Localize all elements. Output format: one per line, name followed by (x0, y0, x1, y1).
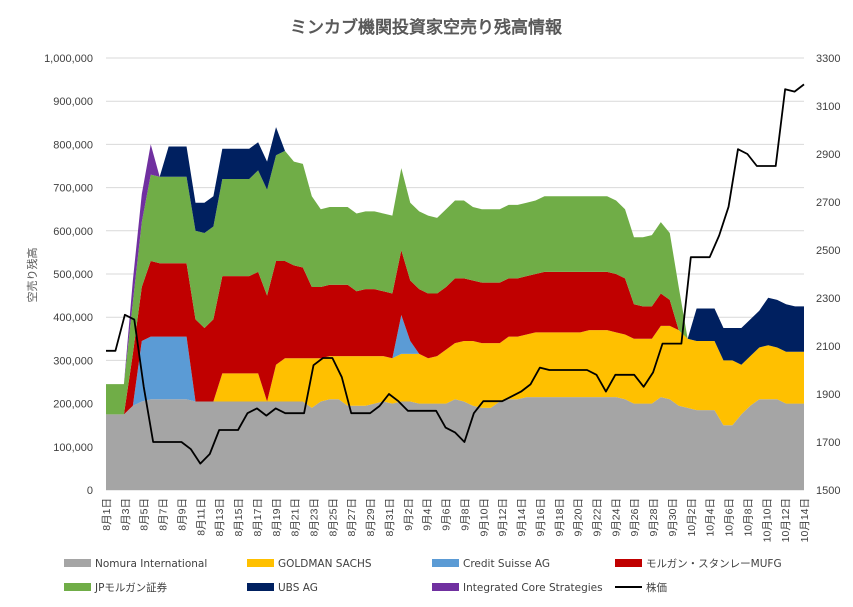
area-series-5 (106, 127, 804, 385)
x-tick-label: 10月12日 (780, 498, 792, 542)
x-tick-label: 10月8日 (742, 498, 754, 537)
legend-item: JPモルガン証券 (64, 581, 168, 594)
legend-swatch (64, 583, 91, 591)
legend-swatch (247, 583, 274, 591)
x-tick-label: 9月8日 (459, 498, 471, 531)
y-tick-label: 700,000 (53, 183, 93, 195)
legend-item: 株価 (615, 581, 667, 594)
legend-swatch (432, 583, 459, 591)
legend-label: JPモルガン証券 (94, 581, 168, 594)
legend-label: モルガン・スタンレーMUFG (646, 558, 782, 570)
x-tick-label: 10月10日 (761, 498, 773, 542)
y-tick-label: 400,000 (53, 312, 93, 324)
y2-tick-label: 1700 (816, 437, 840, 449)
y2-tick-label: 2500 (816, 245, 840, 257)
legend-item: UBS AG (247, 582, 318, 594)
x-tick-label: 9月20日 (573, 498, 585, 537)
y2-tick-label: 3100 (816, 101, 840, 113)
x-tick-label: 8月1日 (101, 498, 113, 531)
y-tick-label: 600,000 (53, 226, 93, 238)
x-tick-label: 8月9日 (176, 498, 188, 531)
x-tick-label: 9月24日 (610, 498, 622, 537)
x-tick-label: 8月17日 (252, 498, 264, 537)
y2-tick-label: 2900 (816, 149, 840, 161)
area-series-0 (106, 397, 804, 490)
legend-label: Integrated Core Strategies (463, 582, 603, 594)
y-tick-label: 300,000 (53, 355, 93, 367)
x-tick-label: 9月16日 (535, 498, 547, 537)
legend-label: UBS AG (278, 582, 318, 594)
y-axis-ticks: 0 100,000 200,000 300,000 400,000 500,000 600,… (44, 53, 93, 497)
x-tick-label: 8月27日 (346, 498, 358, 537)
x-tick-label: 9月14日 (516, 498, 528, 537)
x-tick-label: 9月10日 (478, 498, 490, 537)
x-tick-label: 9月28日 (648, 498, 660, 537)
y2-axis-ticks: 1500 1700 1900 2100 2300 2500 2700 2900 3100 3300 (816, 53, 840, 497)
y2-tick-label: 1900 (816, 389, 840, 401)
legend-item: Nomura International (64, 558, 207, 570)
area-series-4 (106, 150, 804, 415)
price-line-group (106, 83, 805, 465)
x-tick-label: 9月6日 (441, 498, 453, 531)
legend-item: Integrated Core Strategies (432, 582, 603, 594)
y2-tick-label: 2700 (816, 197, 840, 209)
y-tick-label: 1,000,000 (44, 53, 93, 65)
x-tick-label: 8月5日 (139, 498, 151, 531)
legend-label: GOLDMAN SACHS (278, 558, 372, 570)
x-tick-label: 9月22日 (591, 498, 603, 537)
legend-label: 株価 (646, 581, 667, 594)
y-tick-label: 0 (87, 485, 93, 497)
y-axis-label: 空売り残高 (25, 248, 39, 303)
legend-swatch (615, 559, 642, 567)
y2-tick-label: 1500 (816, 485, 840, 497)
x-tick-label: 8月19日 (271, 498, 283, 537)
y-tick-label: 900,000 (53, 96, 93, 108)
x-tick-label: 9月30日 (667, 498, 679, 537)
x-tick-label: 8月21日 (290, 498, 302, 537)
x-tick-label: 9月18日 (554, 498, 566, 537)
y2-tick-label: 2100 (816, 341, 840, 353)
x-tick-label: 10月4日 (705, 498, 717, 537)
x-axis-ticks: 8月1日 8月3日 8月5日 8月7日 8月9日 8月11日 8月13日 8月15日 8月17日… (101, 498, 811, 542)
x-tick-label: 9月2日 (403, 498, 415, 531)
y2-tick-label: 3300 (816, 53, 840, 65)
y-tick-label: 500,000 (53, 269, 93, 281)
legend-label: Nomura International (95, 558, 207, 570)
legend-item: Credit Suisse AG (432, 558, 550, 570)
legend: Nomura International GOLDMAN SACHS Credit … (64, 558, 782, 594)
price-line (106, 83, 805, 465)
y-tick-label: 200,000 (53, 399, 93, 411)
y2-tick-label: 2300 (816, 293, 840, 305)
legend-item: モルガン・スタンレーMUFG (615, 558, 782, 570)
y-tick-label: 100,000 (53, 442, 93, 454)
x-tick-label: 8月13日 (214, 498, 226, 537)
legend-swatch (247, 559, 274, 567)
chart-title: ミンカブ機関投資家空売り残高情報 (290, 17, 563, 38)
area-series-1 (106, 325, 804, 426)
legend-item: GOLDMAN SACHS (247, 558, 372, 570)
x-tick-label: 8月11日 (195, 498, 207, 536)
legend-swatch (432, 559, 459, 567)
y-tick-label: 800,000 (53, 139, 93, 151)
x-tick-label: 8月25日 (327, 498, 339, 537)
x-tick-label: 8月31日 (384, 498, 396, 537)
area-series-group (106, 127, 804, 490)
x-tick-label: 9月26日 (629, 498, 641, 537)
x-tick-label: 8月29日 (365, 498, 377, 537)
x-tick-label: 10月14日 (799, 498, 811, 542)
legend-swatch (64, 559, 91, 567)
x-tick-label: 10月6日 (724, 498, 736, 537)
legend-label: Credit Suisse AG (463, 558, 550, 570)
x-tick-label: 8月23日 (309, 498, 321, 537)
x-tick-label: 9月12日 (497, 498, 509, 537)
x-tick-label: 10月2日 (686, 498, 698, 537)
x-tick-label: 8月3日 (120, 498, 132, 531)
x-tick-label: 8月15日 (233, 498, 245, 537)
x-tick-label: 9月4日 (422, 498, 434, 531)
x-tick-label: 8月7日 (158, 498, 170, 531)
